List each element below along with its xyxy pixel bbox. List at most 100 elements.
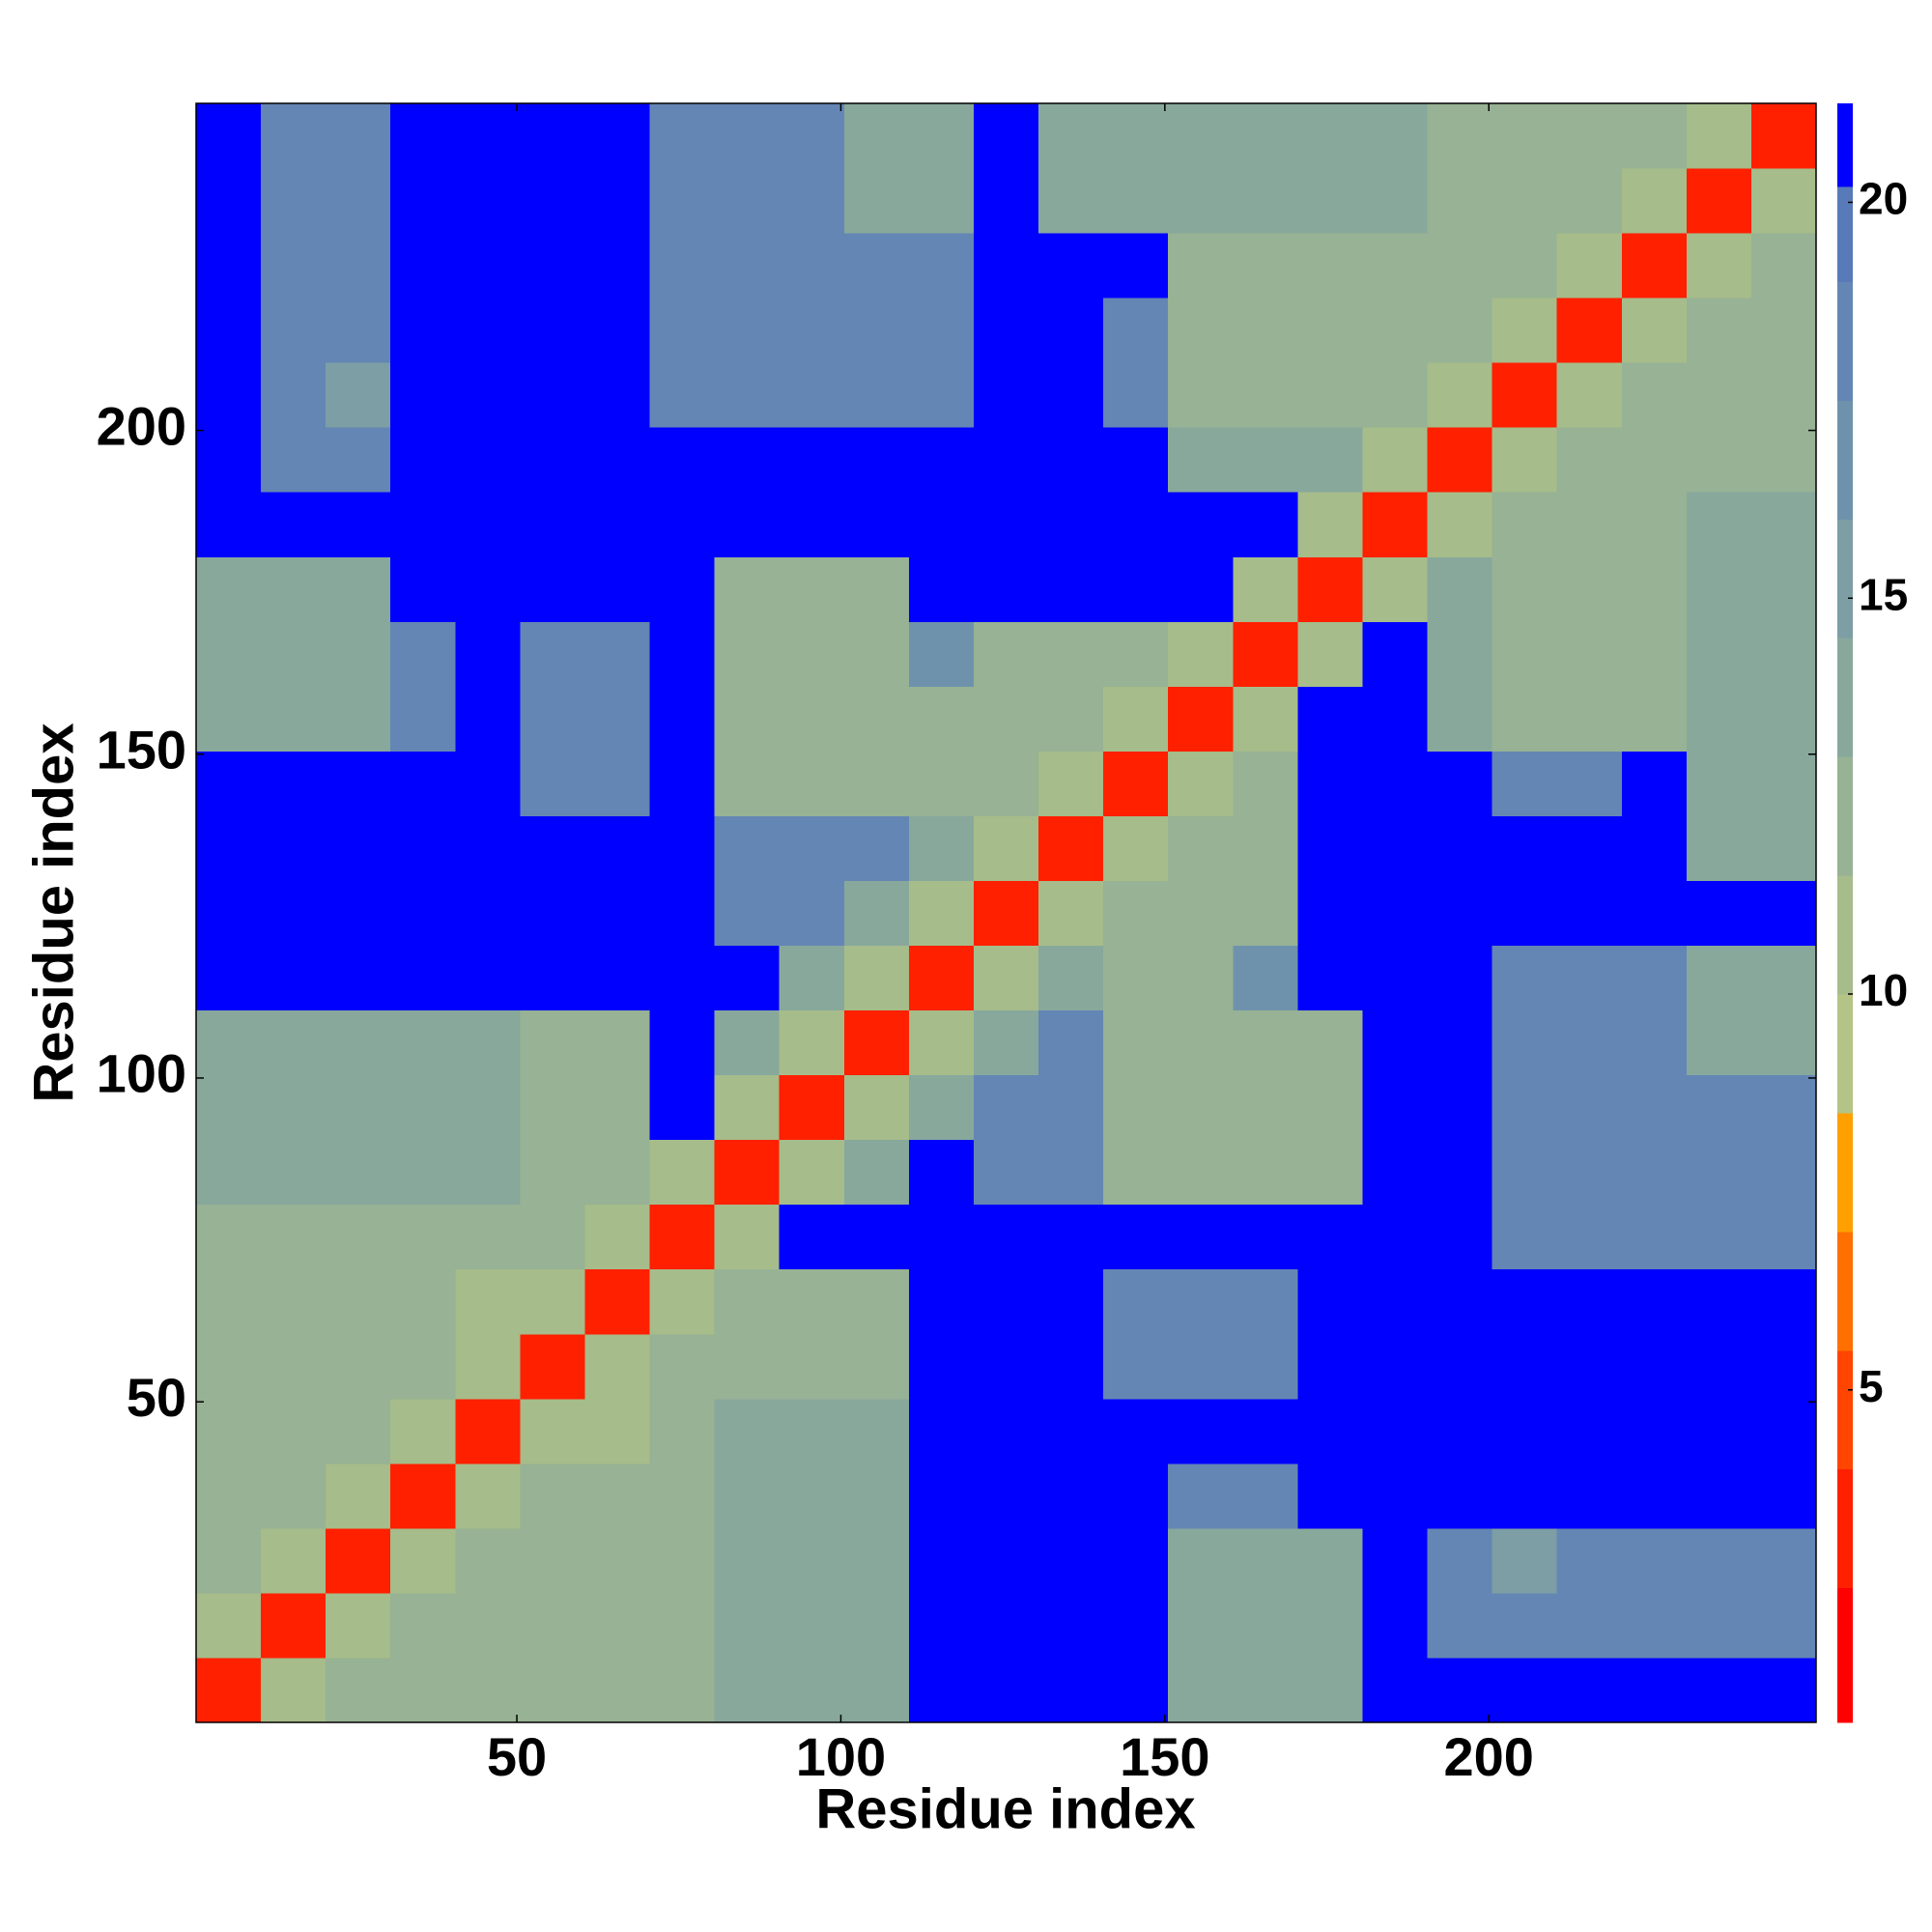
- heatmap-cell: [1492, 1333, 1558, 1400]
- heatmap-cell: [455, 1527, 521, 1594]
- heatmap-cell: [649, 1268, 716, 1335]
- heatmap-cell: [1297, 621, 1363, 687]
- heatmap-cell: [455, 1398, 521, 1464]
- heatmap-cell: [1556, 168, 1623, 234]
- heatmap-cell: [584, 1074, 651, 1141]
- heatmap-cell: [390, 362, 456, 428]
- heatmap-cell: [196, 1398, 262, 1464]
- heatmap-cell: [261, 1333, 327, 1400]
- heatmap-cell: [1038, 362, 1104, 428]
- heatmap-cell: [1427, 233, 1493, 298]
- heatmap-cell: [714, 103, 781, 169]
- heatmap-cell: [455, 1139, 521, 1206]
- heatmap-cell: [1297, 1074, 1363, 1141]
- heatmap-cell: [1168, 686, 1234, 752]
- heatmap-cell: [908, 751, 975, 816]
- heatmap-cell: [1038, 1333, 1104, 1400]
- heatmap-cell: [1427, 1333, 1493, 1400]
- heatmap-cell: [196, 298, 262, 363]
- y-tick-label: 50: [127, 1367, 186, 1428]
- heatmap-cell: [196, 427, 262, 493]
- heatmap-cell: [1686, 233, 1752, 298]
- heatmap-cell: [1686, 1009, 1752, 1076]
- heatmap-cell: [1427, 298, 1493, 363]
- heatmap-cell: [1233, 945, 1298, 1011]
- heatmap-cell: [1686, 1592, 1752, 1659]
- heatmap-cell: [326, 1009, 391, 1076]
- heatmap-cell: [1686, 427, 1752, 493]
- heatmap-cell: [1297, 103, 1363, 169]
- heatmap-cell: [1750, 1463, 1817, 1529]
- heatmap-cell: [1621, 1657, 1688, 1723]
- heatmap-cell: [1427, 1463, 1493, 1529]
- heatmap-cell: [520, 168, 585, 234]
- heatmap-cell: [1556, 492, 1623, 557]
- heatmap-cell: [779, 1074, 845, 1141]
- heatmap-cell: [1427, 1009, 1493, 1076]
- heatmap-cell: [1103, 880, 1169, 947]
- heatmap-cell: [1750, 815, 1817, 881]
- heatmap-cell: [196, 686, 262, 752]
- heatmap-cell: [1492, 1592, 1558, 1659]
- heatmap-cell: [779, 1268, 845, 1335]
- heatmap-cell: [1492, 233, 1558, 298]
- heatmap-cell: [714, 621, 781, 687]
- heatmap-cell: [908, 815, 975, 881]
- heatmap-cell: [1686, 1268, 1752, 1335]
- heatmap-cell: [1297, 427, 1363, 493]
- heatmap-cell: [1168, 1463, 1234, 1529]
- heatmap-cell: [1297, 1139, 1363, 1206]
- colorbar-segment: [1837, 1112, 1853, 1233]
- heatmap-cell: [584, 1592, 651, 1659]
- heatmap-cell: [1621, 1527, 1688, 1594]
- heatmap-cell: [455, 1333, 521, 1400]
- heatmap-cell: [1103, 751, 1169, 816]
- heatmap-cell: [908, 103, 975, 169]
- heatmap-cell: [584, 233, 651, 298]
- heatmap-cell: [779, 686, 845, 752]
- heatmap-cell: [1750, 621, 1817, 687]
- heatmap-cell: [1168, 492, 1234, 557]
- heatmap-cell: [1103, 492, 1169, 557]
- heatmap-cell: [1492, 751, 1558, 816]
- heatmap-cell: [1038, 298, 1104, 363]
- heatmap-cell: [1233, 492, 1298, 557]
- heatmap-cell: [649, 1398, 716, 1464]
- heatmap-cell: [973, 103, 1039, 169]
- heatmap-cell: [843, 880, 910, 947]
- heatmap-cell: [520, 1009, 585, 1076]
- heatmap-cell: [390, 556, 456, 622]
- heatmap-cell: [649, 1527, 716, 1594]
- heatmap-cell: [1233, 1204, 1298, 1270]
- heatmap-cell: [649, 1657, 716, 1723]
- heatmap-cell: [1686, 298, 1752, 363]
- heatmap-cell: [326, 427, 391, 493]
- heatmap-cell: [1168, 1139, 1234, 1206]
- heatmap-cell: [390, 751, 456, 816]
- heatmap-cell: [973, 168, 1039, 234]
- heatmap-cell: [1621, 945, 1688, 1011]
- heatmap-cell: [455, 1592, 521, 1659]
- heatmap-cell: [455, 492, 521, 557]
- heatmap-cell: [1362, 1398, 1429, 1464]
- heatmap-cell: [1362, 1139, 1429, 1206]
- heatmap-cell: [520, 556, 585, 622]
- heatmap-cell: [1168, 233, 1234, 298]
- heatmap-cell: [1556, 1398, 1623, 1464]
- heatmap-cell: [326, 880, 391, 947]
- heatmap-cell: [973, 1268, 1039, 1335]
- heatmap-cell: [326, 1463, 391, 1529]
- heatmap-cell: [196, 1463, 262, 1529]
- heatmap-cell: [779, 427, 845, 493]
- heatmap-cell: [1621, 1333, 1688, 1400]
- heatmap-cell: [973, 1074, 1039, 1141]
- heatmap-cell: [1103, 1268, 1169, 1335]
- heatmap-cell: [455, 945, 521, 1011]
- heatmap-cell: [779, 103, 845, 169]
- heatmap-cell: [1103, 1398, 1169, 1464]
- y-tick-label: 150: [97, 720, 186, 781]
- heatmap-cell: [714, 1592, 781, 1659]
- heatmap-cell: [649, 945, 716, 1011]
- heatmap-cell: [1168, 1657, 1234, 1723]
- heatmap-cell: [1427, 1398, 1493, 1464]
